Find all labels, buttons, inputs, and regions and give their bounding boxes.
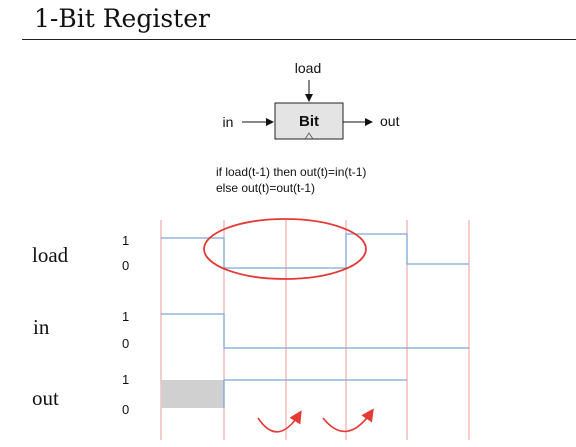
- load-waveform: [161, 233, 469, 269]
- out-waveform: [223, 379, 407, 408]
- out-low-label: 0: [122, 402, 129, 417]
- load-input-label: load: [295, 60, 321, 76]
- load-low-label: 0: [122, 258, 129, 273]
- in-high-label: 1: [122, 309, 129, 324]
- in-waveform: [161, 313, 469, 349]
- spec-line-2: else out(t)=out(t-1): [216, 181, 315, 195]
- feedback-arrow-icon: [257, 410, 302, 433]
- load-low-highlight-ellipse: [203, 218, 367, 280]
- signal-name-in: in: [33, 315, 50, 339]
- out-high-label: 1: [122, 372, 129, 387]
- bit-chip-label: Bit: [299, 113, 319, 130]
- out-output-label: out: [380, 113, 400, 129]
- in-input-label: in: [223, 114, 234, 130]
- clock-triangle-icon: [304, 132, 314, 140]
- title-underline: [22, 39, 576, 40]
- signal-name-out: out: [32, 386, 59, 410]
- bit-chip: Bit: [274, 102, 344, 140]
- feedback-arrow-icon: [322, 408, 374, 433]
- signal-name-load: load: [32, 243, 69, 267]
- slide-title: 1-Bit Register: [34, 4, 210, 33]
- spec-line-1: if load(t-1) then out(t)=in(t-1): [216, 165, 366, 179]
- out-unknown-region: [161, 380, 224, 408]
- in-low-label: 0: [122, 336, 129, 351]
- load-high-label: 1: [122, 233, 129, 248]
